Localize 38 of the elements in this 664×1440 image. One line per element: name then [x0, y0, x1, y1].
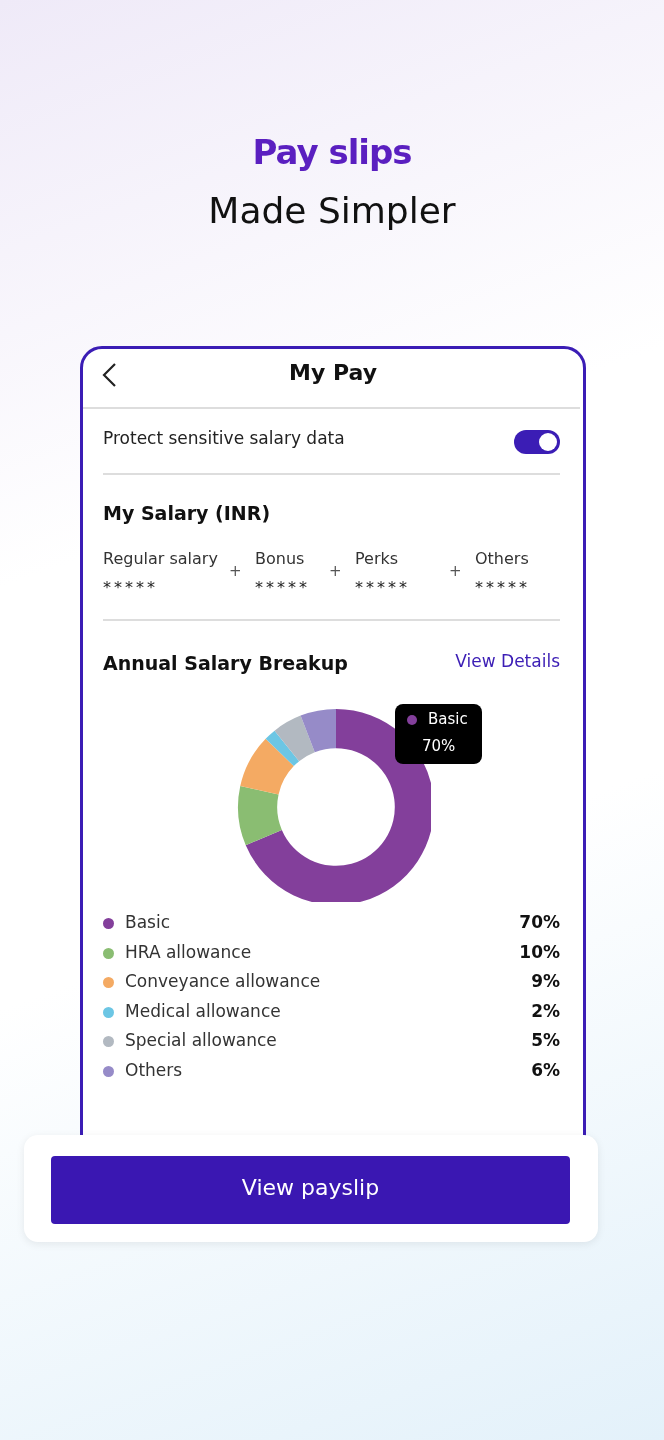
data-label: 70%	[422, 737, 456, 755]
donut-slice	[300, 709, 336, 753]
text: My Salary (INR)	[103, 502, 271, 524]
chart-title: Annual Salary Breakup	[103, 652, 348, 674]
data-label: 6%	[530, 1059, 560, 1080]
data-label: 10%	[518, 941, 560, 962]
text: Perks	[355, 549, 399, 568]
legend-label: Conveyance allowance	[125, 971, 321, 991]
data-label: 2%	[530, 1000, 560, 1021]
text: *****	[355, 578, 410, 597]
text: 70%	[519, 912, 560, 932]
legend-label: Special allowance	[125, 1030, 277, 1050]
donut-slice	[274, 715, 315, 762]
text: *****	[475, 578, 530, 597]
data-label: 9%	[530, 971, 560, 991]
text: Protect sensitive salary data	[103, 428, 345, 448]
legend-label: Others	[125, 1059, 183, 1080]
data-label: 5%	[530, 1030, 560, 1050]
text: +	[229, 562, 242, 580]
tooltip-box: Basic 70%	[395, 704, 482, 764]
text: View payslip	[240, 1175, 381, 1200]
legend-label: HRA allowance	[125, 941, 252, 962]
donut-slice	[240, 738, 294, 795]
text: Made Simpler	[207, 190, 457, 231]
donut-slice	[265, 730, 300, 767]
text: Bonus	[255, 549, 305, 568]
text: Others	[475, 549, 529, 568]
text: +	[329, 562, 342, 580]
text: *****	[255, 578, 310, 597]
category-label: Basic	[125, 912, 171, 932]
text: My Pay	[288, 360, 378, 385]
text: *****	[103, 578, 158, 597]
text: +	[449, 562, 462, 580]
text: Regular salary	[103, 549, 218, 568]
text: Pay slips	[251, 132, 413, 172]
legend-label: Medical allowance	[125, 1000, 281, 1021]
legend-label: Basic	[428, 710, 468, 728]
text: View Details	[454, 651, 560, 671]
